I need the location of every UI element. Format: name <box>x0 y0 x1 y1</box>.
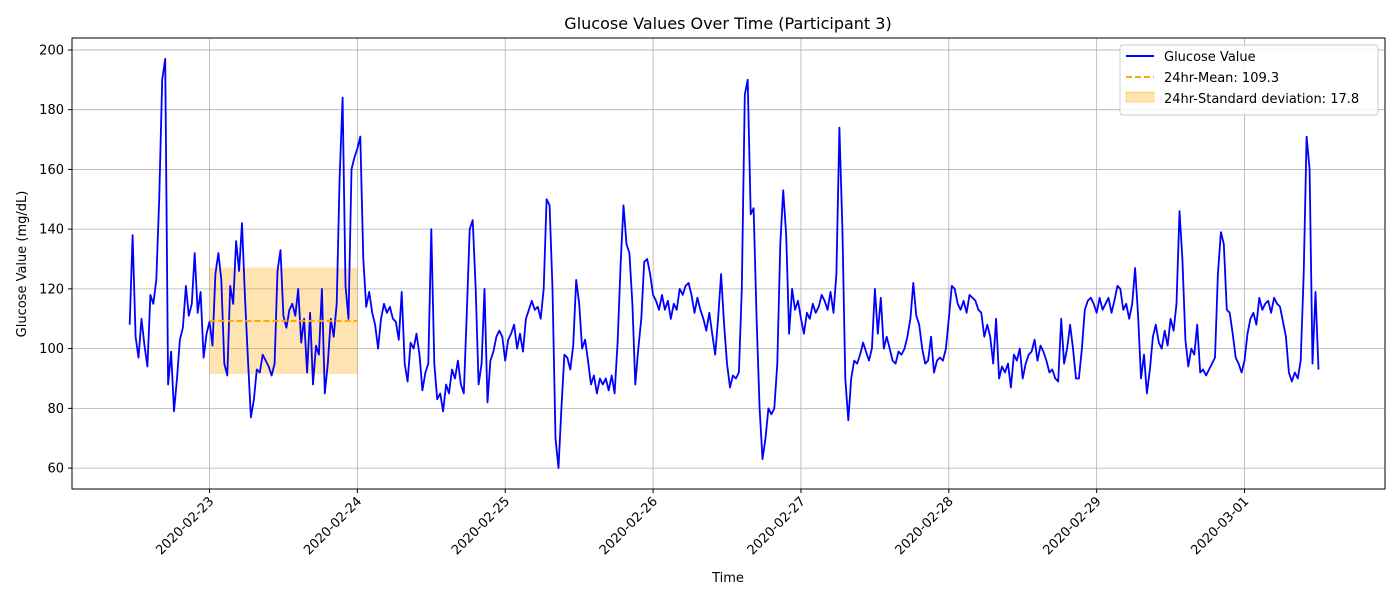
legend-label-glucose: Glucose Value <box>1164 50 1256 65</box>
legend-label-std: 24hr-Standard deviation: 17.8 <box>1164 92 1359 107</box>
y-tick-label: 180 <box>39 103 64 118</box>
legend-label-mean: 24hr-Mean: 109.3 <box>1164 71 1279 86</box>
y-tick-label: 80 <box>47 402 64 417</box>
y-tick-label: 160 <box>39 163 64 178</box>
legend: Glucose Value 24hr-Mean: 109.3 24hr-Stan… <box>1120 45 1378 115</box>
x-axis-label: Time <box>711 571 744 586</box>
chart-title: Glucose Values Over Time (Participant 3) <box>564 14 891 33</box>
y-axis-label: Glucose Value (mg/dL) <box>15 191 30 338</box>
y-tick-label: 200 <box>39 43 64 58</box>
y-tick-label: 60 <box>47 462 64 477</box>
y-tick-label: 100 <box>39 342 64 357</box>
y-tick-label: 140 <box>39 223 64 238</box>
y-tick-label: 120 <box>39 282 64 297</box>
legend-swatch-std <box>1126 92 1154 102</box>
